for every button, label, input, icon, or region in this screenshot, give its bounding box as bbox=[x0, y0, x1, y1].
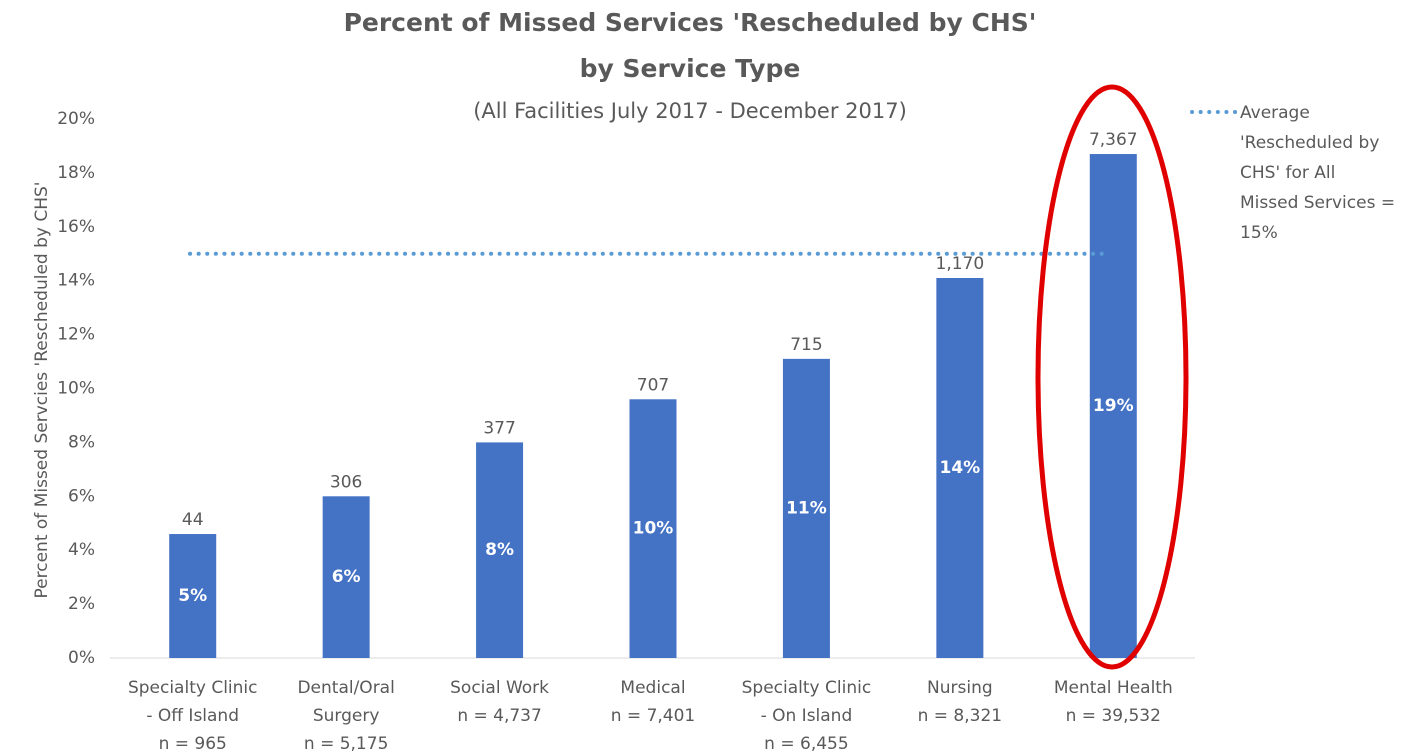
x-tick-label: n = 39,532 bbox=[1066, 706, 1161, 726]
bar-value-label: 14% bbox=[940, 458, 981, 478]
bar bbox=[169, 534, 217, 658]
x-tick-label: n = 6,455 bbox=[764, 734, 849, 754]
y-axis-label: Percent of Missed Servcies 'Rescheduled … bbox=[32, 182, 52, 599]
x-tick-label: n = 4,737 bbox=[457, 706, 542, 726]
y-tick-label: 2% bbox=[68, 594, 95, 614]
bar-value-label: 19% bbox=[1093, 396, 1134, 416]
bar-value-label: 11% bbox=[786, 498, 827, 518]
bar-count-label: 1,170 bbox=[936, 254, 985, 274]
chart-title: by Service Type bbox=[580, 54, 801, 83]
y-tick-label: 12% bbox=[57, 325, 95, 345]
y-tick-label: 4% bbox=[68, 540, 95, 560]
x-tick-label: n = 8,321 bbox=[918, 706, 1003, 726]
x-tick-label: Dental/Oral bbox=[297, 678, 394, 698]
legend-label: Missed Services = bbox=[1240, 193, 1395, 213]
x-tick-label: Specialty Clinic bbox=[742, 678, 872, 698]
x-tick-label: n = 5,175 bbox=[304, 734, 389, 754]
bar bbox=[936, 278, 984, 658]
chart-subtitle: (All Facilities July 2017 - December 201… bbox=[473, 99, 907, 123]
bar-value-label: 6% bbox=[332, 567, 361, 587]
legend-label: Average bbox=[1240, 103, 1310, 123]
bar-value-label: 5% bbox=[178, 586, 207, 606]
legend-label: CHS' for All bbox=[1240, 163, 1335, 183]
bar-count-label: 306 bbox=[330, 472, 362, 492]
y-tick-label: 0% bbox=[68, 648, 95, 668]
bar-count-label: 44 bbox=[182, 510, 204, 530]
y-tick-label: 8% bbox=[68, 432, 95, 452]
bar bbox=[1089, 154, 1137, 658]
bar-count-label: 707 bbox=[637, 375, 669, 395]
bar-value-label: 10% bbox=[633, 519, 674, 539]
bar-count-label: 377 bbox=[483, 418, 515, 438]
x-tick-label: - Off Island bbox=[146, 706, 239, 726]
x-tick-label: Nursing bbox=[927, 678, 993, 698]
x-tick-label: Specialty Clinic bbox=[128, 678, 258, 698]
bar bbox=[322, 496, 370, 658]
highlight-ellipse bbox=[1035, 84, 1189, 670]
y-tick-label: 14% bbox=[57, 271, 95, 291]
x-tick-label: Medical bbox=[620, 678, 685, 698]
x-tick-label: Mental Health bbox=[1054, 678, 1173, 698]
bar bbox=[782, 358, 830, 658]
bar-count-label: 7,367 bbox=[1089, 130, 1138, 150]
x-tick-label: - On Island bbox=[761, 706, 853, 726]
x-tick-label: n = 965 bbox=[159, 734, 227, 754]
bar bbox=[476, 442, 524, 658]
y-tick-label: 6% bbox=[68, 486, 95, 506]
bar-count-label: 715 bbox=[790, 335, 822, 355]
bar-value-label: 8% bbox=[485, 540, 514, 560]
chart-title: Percent of Missed Services 'Rescheduled … bbox=[344, 8, 1037, 37]
legend-label: 15% bbox=[1240, 223, 1278, 243]
legend-label: 'Rescheduled by bbox=[1240, 133, 1379, 153]
y-tick-label: 10% bbox=[57, 379, 95, 399]
y-tick-label: 20% bbox=[57, 109, 95, 129]
y-tick-label: 18% bbox=[57, 163, 95, 183]
y-tick-label: 16% bbox=[57, 217, 95, 237]
x-tick-label: n = 7,401 bbox=[611, 706, 696, 726]
x-tick-label: Social Work bbox=[450, 678, 549, 698]
bar bbox=[629, 399, 677, 658]
x-tick-label: Surgery bbox=[313, 706, 380, 726]
